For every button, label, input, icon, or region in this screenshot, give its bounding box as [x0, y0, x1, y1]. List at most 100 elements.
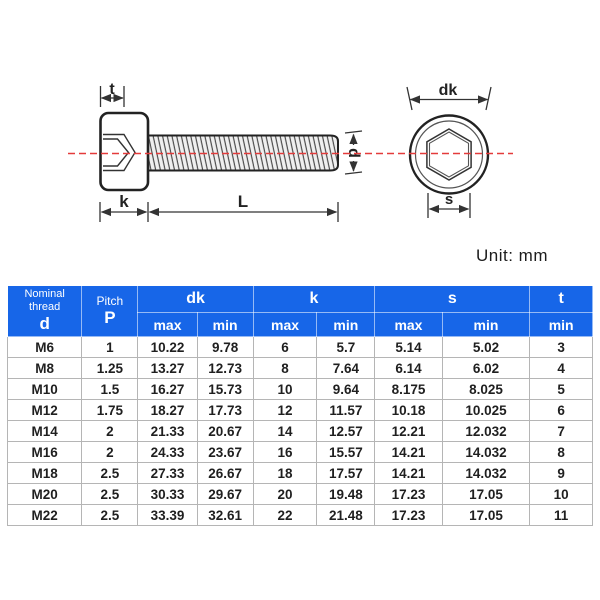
- table-cell: 32.61: [196, 504, 254, 526]
- table-row: M12 1.75 18.27 17.73 12 11.57 10.18 10.025 6: [6, 399, 593, 421]
- table-cell: 9.78: [196, 336, 254, 358]
- header-dk-min: min: [196, 312, 254, 337]
- table-cell: 1.75: [81, 399, 139, 421]
- table-cell: 8.025: [441, 378, 531, 400]
- dim-dk: [406, 86, 492, 111]
- table-cell: M10: [6, 378, 83, 400]
- header-dk-max: max: [137, 312, 198, 337]
- header-pitch: Pitch P: [81, 285, 139, 337]
- table-cell: 20.67: [196, 420, 254, 442]
- table-cell: 8: [252, 357, 318, 379]
- table-cell: 3: [529, 336, 593, 358]
- table-cell: 21.33: [137, 420, 198, 442]
- label-d-mask: [347, 145, 360, 161]
- table-cell: 11: [529, 504, 593, 526]
- table-cell: 10.18: [374, 399, 443, 421]
- table-cell: 22: [252, 504, 318, 526]
- table-cell: 15.57: [316, 441, 376, 463]
- table-row: M16 2 24.33 23.67 16 15.57 14.21 14.032 8: [6, 441, 593, 463]
- header-group-t: t: [529, 284, 593, 314]
- table-row: M14 2 21.33 20.67 14 12.57 12.21 12.032 7: [6, 420, 593, 442]
- table-cell: 17.05: [441, 483, 531, 505]
- header-d-symbol: d: [39, 314, 50, 333]
- head-outer-circle: [408, 114, 490, 195]
- header-k-min: min: [316, 312, 376, 337]
- label-k: k: [119, 192, 129, 211]
- table-row: M20 2.5 30.33 29.67 20 19.48 17.23 17.05 10: [6, 483, 593, 505]
- screw-shaft-thread: [147, 134, 339, 172]
- table-cell: 29.67: [196, 483, 254, 505]
- table-cell: 12.21: [374, 420, 443, 442]
- table-cell: 9: [529, 462, 593, 484]
- table-cell: 10.025: [441, 399, 531, 421]
- table-cell: 7: [529, 420, 593, 442]
- table-cell: 12.032: [441, 420, 531, 442]
- table-row: M22 2.5 33.39 32.61 22 21.48 17.23 17.05 11: [6, 504, 593, 526]
- table-cell: 5.02: [441, 336, 531, 358]
- table-cell: 23.67: [196, 441, 254, 463]
- table-cell: 6: [252, 336, 318, 358]
- screw-head-side: [99, 111, 150, 192]
- table-cell: 26.67: [196, 462, 254, 484]
- table-cell: 5: [529, 378, 593, 400]
- table-cell: 17.73: [196, 399, 254, 421]
- table-cell: M8: [6, 357, 83, 379]
- table-cell: 17.05: [441, 504, 531, 526]
- table-cell: 11.57: [316, 399, 376, 421]
- header-p-symbol: P: [104, 307, 116, 327]
- table-cell: 7.64: [316, 357, 376, 379]
- label-dk: dk: [439, 82, 458, 99]
- table-cell: 12: [252, 399, 318, 421]
- table-cell: 1.25: [81, 357, 139, 379]
- dim-k-L: [99, 202, 339, 222]
- label-t: t: [109, 81, 115, 98]
- table-cell: 10: [529, 483, 593, 505]
- table-cell: 18: [252, 462, 318, 484]
- table-cell: 21.48: [316, 504, 376, 526]
- table-row: M10 1.5 16.27 15.73 10 9.64 8.175 8.025 5: [6, 378, 593, 400]
- table-cell: 13.27: [137, 357, 198, 379]
- table-cell: 17.57: [316, 462, 376, 484]
- header-t-min: min: [529, 312, 593, 337]
- header-s-min: min: [441, 312, 531, 337]
- table-cell: 14.032: [441, 441, 531, 463]
- table-cell: 20: [252, 483, 318, 505]
- header-group-dk: dk: [137, 284, 254, 314]
- unit-label: Unit: mm: [476, 246, 548, 265]
- table-cell: 15.73: [196, 378, 254, 400]
- table-cell: 2.5: [81, 504, 139, 526]
- table-cell: 8.175: [374, 378, 443, 400]
- table-cell: 12.73: [196, 357, 254, 379]
- table-cell: 1.5: [81, 378, 139, 400]
- header-group-s: s: [374, 284, 531, 314]
- table-cell: 33.39: [137, 504, 198, 526]
- table-cell: M14: [6, 420, 83, 442]
- screw-drawing: t k L d dk: [68, 81, 513, 222]
- table-cell: M6: [6, 336, 83, 358]
- header-s-max: max: [374, 312, 443, 337]
- header-pitch-caption: Pitch: [96, 293, 124, 308]
- table-cell: 17.23: [374, 504, 443, 526]
- table-cell: 16.27: [137, 378, 198, 400]
- table-cell: 2.5: [81, 483, 139, 505]
- table-cell: 2: [81, 441, 139, 463]
- table-cell: 24.33: [137, 441, 198, 463]
- table-cell: 14.21: [374, 462, 443, 484]
- table-cell: M16: [6, 441, 83, 463]
- table-cell: 5.14: [374, 336, 443, 358]
- header-nominal-thread-caption: Nominal thread: [24, 288, 65, 313]
- header-nominal-thread: Nominal thread d: [6, 285, 83, 337]
- label-s: s: [445, 191, 453, 208]
- table-cell: 6: [529, 399, 593, 421]
- table-cell: 18.27: [137, 399, 198, 421]
- table-cell: 14.032: [441, 462, 531, 484]
- table-cell: 6.02: [441, 357, 531, 379]
- table-cell: 19.48: [316, 483, 376, 505]
- table-cell: 10.22: [137, 336, 198, 358]
- table-cell: 2: [81, 420, 139, 442]
- label-d: d: [345, 148, 362, 158]
- table-cell: 14.21: [374, 441, 443, 463]
- table-cell: 16: [252, 441, 318, 463]
- table-cell: 30.33: [137, 483, 198, 505]
